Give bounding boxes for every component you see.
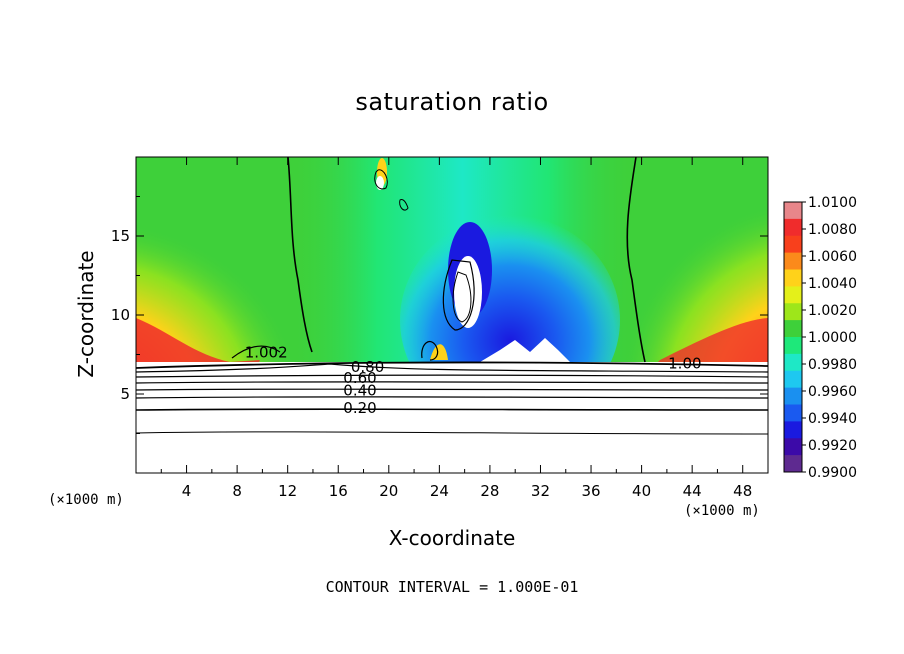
x-axis-unit-left: (×1000 m) xyxy=(48,492,124,508)
x-tick-label: 24 xyxy=(430,482,449,500)
field-small-yellow xyxy=(430,344,448,360)
contour-lines xyxy=(136,157,768,435)
colorbar-swatch xyxy=(784,370,802,389)
contour-1-00-left xyxy=(287,157,313,353)
contour-1-002 xyxy=(231,345,281,359)
x-tick-label: 16 xyxy=(329,482,348,500)
y-tick-label: 5 xyxy=(120,385,130,403)
colorbar-swatch xyxy=(784,218,802,237)
colorbar-swatch xyxy=(784,235,802,254)
contour-labels: 1.00 1.002 0.800.600.400.20 xyxy=(245,344,702,417)
colorbar-swatch xyxy=(784,269,802,287)
colorbar-swatch xyxy=(784,303,802,321)
contour-label: 0.80 xyxy=(351,358,384,376)
colorbar-swatch xyxy=(784,438,802,456)
x-axis-unit-right: (×1000 m) xyxy=(684,503,760,519)
contour-line xyxy=(136,396,768,399)
x-tick-label: 48 xyxy=(733,482,752,500)
colorbar-label: 0.9940 xyxy=(808,411,857,427)
field-top-spot-white xyxy=(376,176,384,190)
x-tick-label: 4 xyxy=(182,482,192,500)
contour-1-00-right xyxy=(626,157,646,363)
colorbar-label: 1.0080 xyxy=(808,222,857,238)
y-axis-ticks: 5 10 15 xyxy=(111,196,768,434)
contour-top xyxy=(374,169,388,190)
colorbar-swatch xyxy=(784,320,802,338)
contour-plume-inner xyxy=(452,271,472,323)
contour-line xyxy=(136,408,768,411)
colorbar-swatch xyxy=(784,421,802,439)
contour-top-small xyxy=(399,199,409,211)
x-axis-label: X-coordinate xyxy=(388,526,516,550)
contour-bump xyxy=(421,341,439,361)
contour-line xyxy=(136,431,768,435)
contour-label: 1.00 xyxy=(668,355,701,373)
colorbar-label: 1.0060 xyxy=(808,249,857,265)
contour-line xyxy=(136,361,768,369)
colorbar: 1.0100 1.0080 1.0060 1.0040 1.0020 1.0000 0.99… xyxy=(783,195,857,481)
colorbar-label: 1.0100 xyxy=(808,195,857,211)
field-left-red-band xyxy=(136,318,260,370)
colorbar-label: 1.0020 xyxy=(808,303,857,319)
contour-line xyxy=(136,388,768,391)
colorbar-swatch xyxy=(784,252,802,270)
field-plume-white xyxy=(454,256,482,328)
contour-label: 0.40 xyxy=(343,382,376,400)
field-white-peaks xyxy=(480,338,570,362)
contour-line xyxy=(136,374,768,378)
colorbar-swatch xyxy=(784,353,802,372)
contour-label: 1.002 xyxy=(245,344,288,362)
contour-line xyxy=(136,381,768,384)
chart-title: saturation ratio xyxy=(355,88,549,116)
x-axis-ticks: 4 8 12 16 20 24 28 32 36 40 44 48 xyxy=(160,157,752,500)
x-tick-label: 36 xyxy=(581,482,600,500)
y-tick-label: 10 xyxy=(111,306,130,324)
x-tick-label: 12 xyxy=(278,482,297,500)
contour-plume xyxy=(442,259,475,331)
contour-line xyxy=(136,363,768,373)
contour-interval-note: CONTOUR INTERVAL = 1.000E-01 xyxy=(325,578,579,596)
colorbar-label: 1.0000 xyxy=(808,330,857,346)
contour-label: 0.20 xyxy=(343,399,376,417)
x-tick-label: 40 xyxy=(632,482,651,500)
x-tick-label: 8 xyxy=(232,482,242,500)
colorbar-swatch xyxy=(784,286,802,304)
x-tick-label: 44 xyxy=(683,482,702,500)
y-tick-label: 15 xyxy=(111,227,130,245)
field-below-cloud-white xyxy=(136,362,768,473)
saturation-field xyxy=(136,157,768,473)
colorbar-swatch xyxy=(784,337,802,355)
colorbar-label: 1.0040 xyxy=(808,276,857,292)
colorbar-label: 0.9920 xyxy=(808,438,857,454)
colorbar-swatch xyxy=(784,387,802,405)
x-tick-label: 28 xyxy=(480,482,499,500)
colorbar-swatch xyxy=(784,404,802,422)
colorbar-label: 0.9980 xyxy=(808,357,857,373)
colorbar-label: 0.9900 xyxy=(808,465,857,481)
field-right-red-band xyxy=(650,318,768,370)
colorbar-label: 0.9960 xyxy=(808,384,857,400)
x-tick-label: 32 xyxy=(531,482,550,500)
colorbar-swatch xyxy=(784,455,802,473)
colorbar-swatch xyxy=(784,202,802,220)
x-tick-label: 20 xyxy=(379,482,398,500)
contour-label: 0.60 xyxy=(343,369,376,387)
